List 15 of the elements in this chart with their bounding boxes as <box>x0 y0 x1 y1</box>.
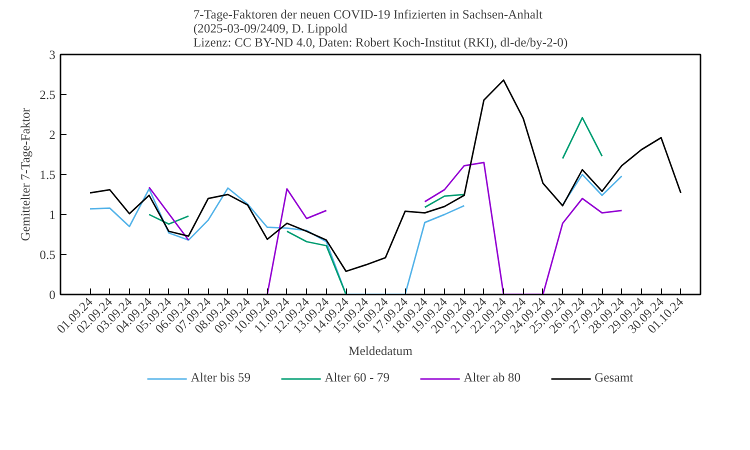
legend-label: Alter ab 80 <box>464 370 521 386</box>
y-tick-label: 1 <box>49 208 56 222</box>
y-tick-label: 0.5 <box>40 248 56 262</box>
x-axis-title: Meldedatum <box>348 344 413 358</box>
y-tick-label: 2 <box>49 128 56 142</box>
chart-title: 7-Tage-Faktoren der neuen COVID-19 Infizierten in Sachsen-Anhalt (2025-03-09/2409, D. Lippold Lizenz: CC BY-ND 4.0, Daten: Robert Koch-Institut (RKI), dl-de/by-2-0) <box>193 8 568 50</box>
y-tick-label: 3 <box>49 48 56 62</box>
legend-label: Alter 60 - 79 <box>324 370 390 386</box>
y-axis-title: Gemittelter 7-Tage-Faktor <box>18 107 33 242</box>
y-tick-label: 1.5 <box>40 168 56 182</box>
legend-label: Alter bis 59 <box>190 370 251 386</box>
line-series <box>89 79 682 272</box>
y-tick-label: 0 <box>49 288 56 302</box>
legend-label: Gesamt <box>594 370 634 386</box>
y-tick-label: 2.5 <box>40 88 56 102</box>
